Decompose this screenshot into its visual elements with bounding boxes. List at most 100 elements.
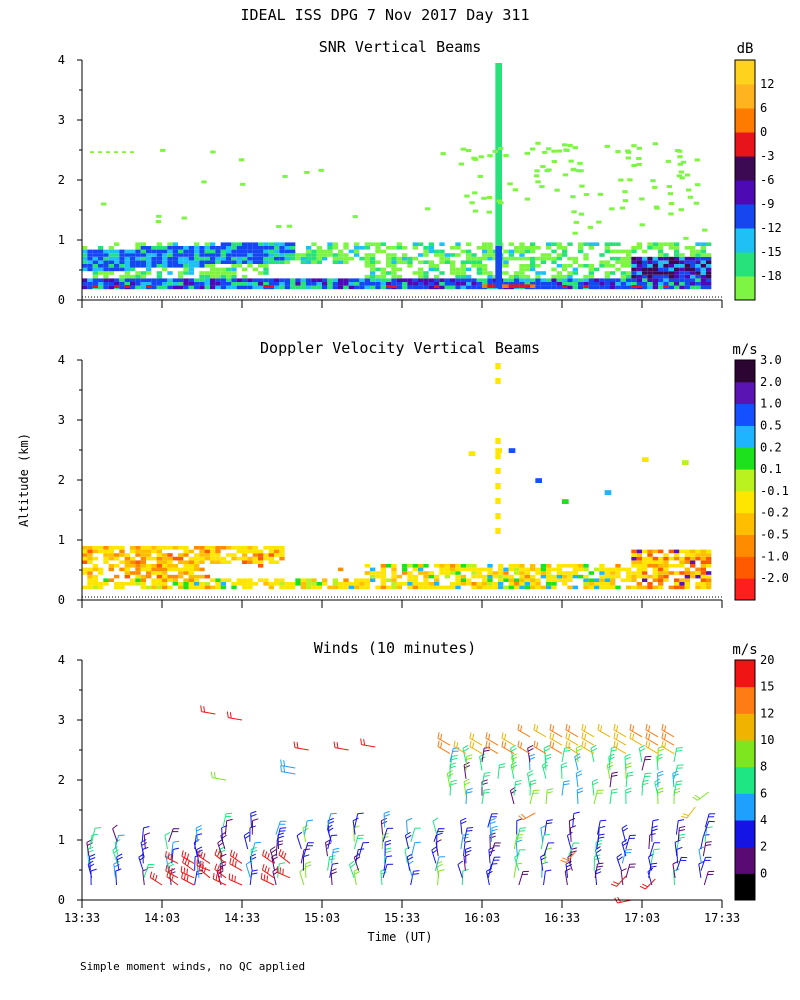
heatmap-cell xyxy=(87,549,93,554)
y-tick-label: 0 xyxy=(58,293,65,307)
heatmap-cell xyxy=(130,560,136,564)
wind-barb xyxy=(348,860,356,878)
heatmap-cell xyxy=(610,571,616,575)
heatmap-cell xyxy=(615,564,621,568)
colorbar-label: 6 xyxy=(760,101,767,115)
heatmap-cell xyxy=(535,585,541,590)
heatmap-cell xyxy=(354,278,360,282)
wind-barb xyxy=(597,819,607,835)
wind-barb xyxy=(226,711,243,721)
heatmap-cell xyxy=(268,249,274,254)
heatmap-cell xyxy=(359,256,365,261)
heatmap-cell xyxy=(98,256,104,261)
heatmap-cell xyxy=(668,246,674,250)
heatmap-cell xyxy=(135,264,141,268)
wind-barb xyxy=(469,740,483,755)
heatmap-cell xyxy=(519,267,525,272)
heatmap-cell xyxy=(482,278,488,282)
heatmap-cell xyxy=(258,564,264,568)
wind-barb xyxy=(703,870,715,886)
heatmap-cell xyxy=(284,585,290,590)
heatmap-cell xyxy=(610,574,616,579)
heatmap-cell xyxy=(618,178,624,182)
heatmap-cell xyxy=(535,578,541,582)
heatmap-cell xyxy=(455,574,461,579)
heatmap-cell xyxy=(311,285,317,290)
heatmap-cell xyxy=(172,253,178,257)
heatmap-cell xyxy=(578,282,584,286)
wind-barb xyxy=(501,732,515,746)
heatmap-cell xyxy=(706,256,712,261)
heatmap-cell xyxy=(290,282,296,286)
heatmap-cell xyxy=(599,282,605,286)
heatmap-cell xyxy=(471,260,477,264)
wind-barb xyxy=(576,787,584,805)
colorbar-swatch xyxy=(735,108,755,133)
heatmap-cell xyxy=(252,546,258,550)
heatmap-cell xyxy=(156,260,162,264)
y-tick-label: 4 xyxy=(58,53,65,67)
heatmap-cell xyxy=(418,282,424,286)
heatmap-cell xyxy=(332,246,338,250)
heatmap-cell xyxy=(343,260,349,264)
heatmap-cell xyxy=(695,571,701,575)
heatmap-cell xyxy=(695,271,701,275)
heatmap-cell xyxy=(482,578,488,582)
heatmap-cell xyxy=(108,267,114,272)
heatmap-cell xyxy=(247,246,253,250)
heatmap-cell xyxy=(183,549,189,554)
heatmap-cell xyxy=(364,242,370,246)
wind-barb xyxy=(657,745,665,763)
heatmap-cell xyxy=(316,253,322,257)
heatmap-cell xyxy=(604,260,610,264)
heatmap-cell xyxy=(286,224,293,228)
wind-barb xyxy=(581,732,595,746)
heatmap-cell xyxy=(658,582,664,586)
heatmap-cell xyxy=(540,574,546,579)
wind-barb xyxy=(704,813,716,828)
heatmap-cell xyxy=(487,271,493,275)
heatmap-cell xyxy=(242,246,248,250)
heatmap-cell xyxy=(495,75,502,78)
heatmap-cell xyxy=(247,260,253,264)
heatmap-cell xyxy=(460,282,466,286)
heatmap-cell xyxy=(274,578,280,582)
heatmap-cell xyxy=(587,225,594,229)
heatmap-cell xyxy=(210,256,216,261)
heatmap-cell xyxy=(706,571,712,575)
heatmap-cell xyxy=(284,282,290,286)
wind-barb xyxy=(487,813,498,828)
heatmap-cell xyxy=(108,278,114,282)
heatmap-cell xyxy=(610,264,616,268)
heatmap-cell xyxy=(495,186,502,189)
heatmap-cell xyxy=(242,282,248,286)
heatmap-cell xyxy=(556,242,562,246)
heatmap-cell xyxy=(274,256,280,261)
heatmap-cell xyxy=(519,264,525,268)
heatmap-cell xyxy=(455,253,461,257)
heatmap-cell xyxy=(386,278,392,282)
wind-barb xyxy=(278,849,291,864)
wind-barb xyxy=(625,787,632,805)
heatmap-cell xyxy=(183,553,189,557)
colorbar-frame xyxy=(734,359,756,601)
wind-barb xyxy=(141,826,150,842)
heatmap-cell xyxy=(684,560,690,564)
wind-barb xyxy=(382,863,394,878)
heatmap-cell xyxy=(151,278,157,282)
heatmap-cell xyxy=(652,571,658,575)
heatmap-cell xyxy=(418,564,424,568)
heatmap-cell xyxy=(156,264,162,268)
heatmap-cell xyxy=(642,564,648,568)
heatmap-cell xyxy=(188,564,194,568)
heatmap-cell xyxy=(146,285,152,288)
heatmap-cell xyxy=(412,567,418,572)
heatmap-cell xyxy=(82,571,88,575)
heatmap-cell xyxy=(98,271,104,275)
wind-barb xyxy=(516,827,527,842)
heatmap-cell xyxy=(162,249,168,254)
colorbar-label: 15 xyxy=(760,680,774,694)
heatmap-cell xyxy=(495,168,502,171)
heatmap-cell xyxy=(140,560,146,564)
heatmap-cell xyxy=(604,578,610,582)
